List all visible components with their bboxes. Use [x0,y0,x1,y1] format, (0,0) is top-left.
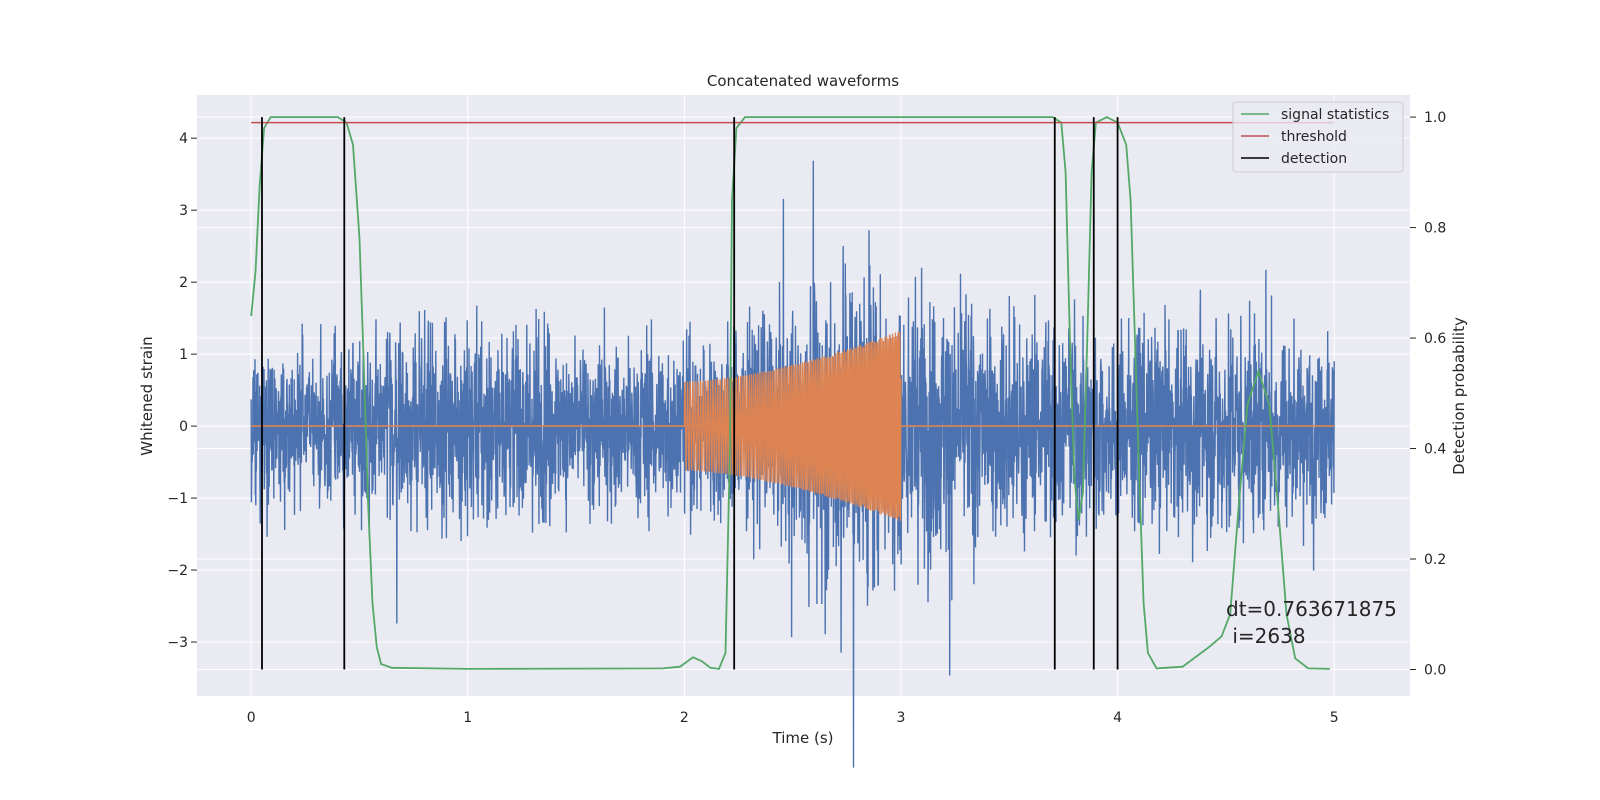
annotation-dt: dt=0.763671875 [1226,597,1397,621]
y-axis-label: Whitened strain [138,336,156,455]
y-tick-label: 0 [179,419,188,435]
noise-line [250,160,1335,768]
signal-statistics-series [250,116,1330,670]
x-tick-label: 1 [463,710,472,726]
legend-signal-statistics: signal statistics [1281,107,1389,123]
legend-frame [1232,101,1404,173]
injection-line [683,331,902,522]
y-tick-label: −2 [167,563,188,579]
annotation-index: i=2638 [1226,624,1306,648]
x-tick-label: 2 [680,710,689,726]
y-axis-ticks: −3 −2 −1 0 1 2 3 4 [167,131,197,651]
legend-threshold: threshold [1281,129,1347,145]
x-tick-label: 5 [1330,710,1339,726]
legend: signal statistics threshold detection [1232,101,1404,173]
injection-series [251,331,1335,522]
y-tick-label: −3 [167,635,188,651]
y-tick-label: −1 [167,491,188,507]
y-tick-label: 3 [179,203,188,219]
noise-series [250,160,1335,768]
chart-title: Concatenated waveforms [707,72,899,90]
y2-axis-label: Detection probability [1450,317,1468,475]
y2-tick-label: 0.8 [1424,221,1446,237]
x-tick-label: 3 [897,710,906,726]
y2-axis-ticks: 0.0 0.2 0.4 0.6 0.8 1.0 [1410,110,1446,678]
y-tick-label: 1 [179,347,188,363]
signal-statistics-line [250,116,1330,670]
x-tick-label: 4 [1113,710,1122,726]
y2-tick-label: 1.0 [1424,110,1446,126]
y2-tick-label: 0.6 [1424,331,1446,347]
detection-series [261,117,1119,670]
y2-tick-label: 0.2 [1424,552,1446,568]
x-axis-ticks: 0 1 2 3 4 5 [247,710,1339,726]
y-tick-label: 4 [179,131,188,147]
legend-detection: detection [1281,151,1347,167]
y2-tick-label: 0.4 [1424,442,1446,458]
y2-tick-label: 0.0 [1424,662,1446,678]
y-tick-label: 2 [179,275,188,291]
x-axis-label: Time (s) [772,729,834,747]
x-tick-label: 0 [247,710,256,726]
